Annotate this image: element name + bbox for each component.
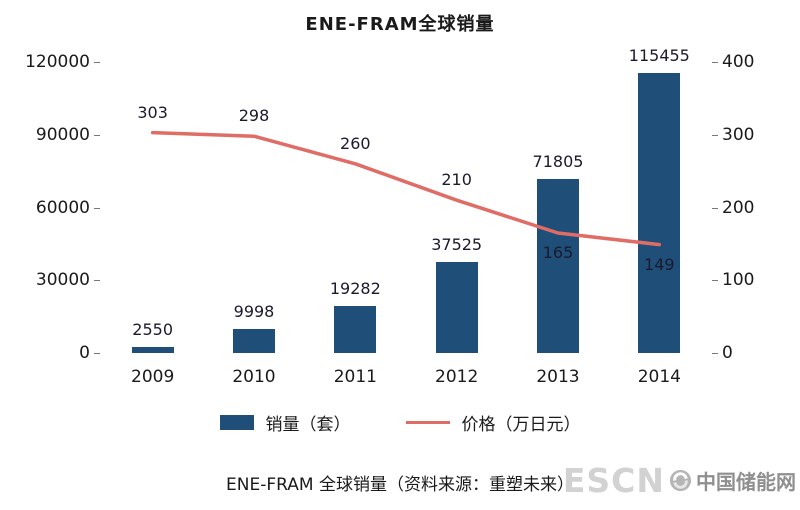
- bar-swatch-icon: [219, 415, 254, 430]
- bar-value-label: 71805: [532, 151, 584, 171]
- watermark-cn-text: 中国储能网: [696, 470, 796, 494]
- price-value-label: 165: [542, 242, 574, 262]
- legend-label-price: 价格（万日元）: [461, 415, 581, 435]
- x-axis-label: 2014: [637, 367, 681, 387]
- sales-bar: [131, 346, 174, 353]
- watermark-escn-text: ESCN: [562, 461, 665, 500]
- legend: 销量（套） 价格（万日元）: [0, 410, 800, 435]
- bar-value-label: 2550: [132, 319, 174, 339]
- sales-bar: [435, 262, 478, 353]
- y-axis-right-tick: [712, 353, 718, 354]
- sales-bar: [334, 306, 377, 353]
- y-axis-right-tick-label: 400: [722, 52, 755, 72]
- y-axis-right-tick-label: 200: [722, 197, 755, 218]
- price-value-label: 260: [340, 133, 371, 153]
- y-axis-right-tick: [712, 134, 718, 136]
- bar-value-label: 9998: [233, 301, 275, 321]
- y-axis-right-tick-label: 300: [722, 124, 755, 145]
- price-line: [150, 130, 662, 247]
- sales-bar: [638, 73, 681, 353]
- price-value-label: 303: [137, 102, 168, 122]
- x-axis-label: 2009: [131, 367, 175, 387]
- y-axis-right-tick-label: 100: [722, 270, 755, 291]
- y-axis-left-tick-label: 30000: [35, 270, 90, 291]
- sales-bar: [537, 178, 579, 353]
- y-axis-left-tick-label: 120000: [25, 52, 90, 72]
- y-axis-left-tick: [94, 207, 100, 209]
- sales-bar: [233, 328, 275, 353]
- y-axis-left-tick: [94, 353, 100, 354]
- y-axis-right-tick: [712, 207, 718, 209]
- y-axis-right-tick: [712, 62, 718, 63]
- watermark: ESCN 中国储能网: [563, 461, 796, 500]
- y-axis-left-tick: [94, 280, 100, 282]
- price-value-label: 298: [238, 106, 270, 126]
- bar-value-label: 37525: [431, 235, 483, 254]
- legend-item-price: 价格（万日元）: [405, 410, 581, 435]
- price-value-label: 149: [644, 254, 675, 274]
- x-axis-label: 2013: [536, 367, 580, 387]
- line-swatch-icon: [405, 421, 450, 424]
- y-axis-left-tick-label: 0: [79, 343, 90, 363]
- legend-label-sales: 销量（套）: [265, 415, 351, 435]
- x-axis-label: 2010: [232, 367, 276, 387]
- x-axis-label: 2012: [435, 367, 479, 387]
- y-axis-left-tick-label: 60000: [35, 197, 90, 218]
- y-axis-left-tick-label: 90000: [35, 124, 90, 145]
- y-axis-left-tick: [94, 62, 100, 63]
- caption: ENE-FRAM 全球销量（资料来源：重塑未来）: [226, 475, 574, 495]
- legend-item-sales: 销量（套）: [219, 410, 351, 435]
- bar-value-label: 115455: [628, 46, 690, 66]
- y-axis-left-tick: [94, 134, 100, 136]
- x-axis-label: 2011: [333, 367, 377, 387]
- chart-title: ENE-FRAM全球销量: [305, 14, 495, 35]
- y-axis-right-tick: [712, 280, 718, 282]
- escn-logo-icon: [669, 469, 692, 492]
- bar-value-label: 19282: [329, 279, 381, 299]
- price-value-label: 210: [441, 170, 472, 190]
- y-axis-right-tick-label: 0: [722, 343, 733, 363]
